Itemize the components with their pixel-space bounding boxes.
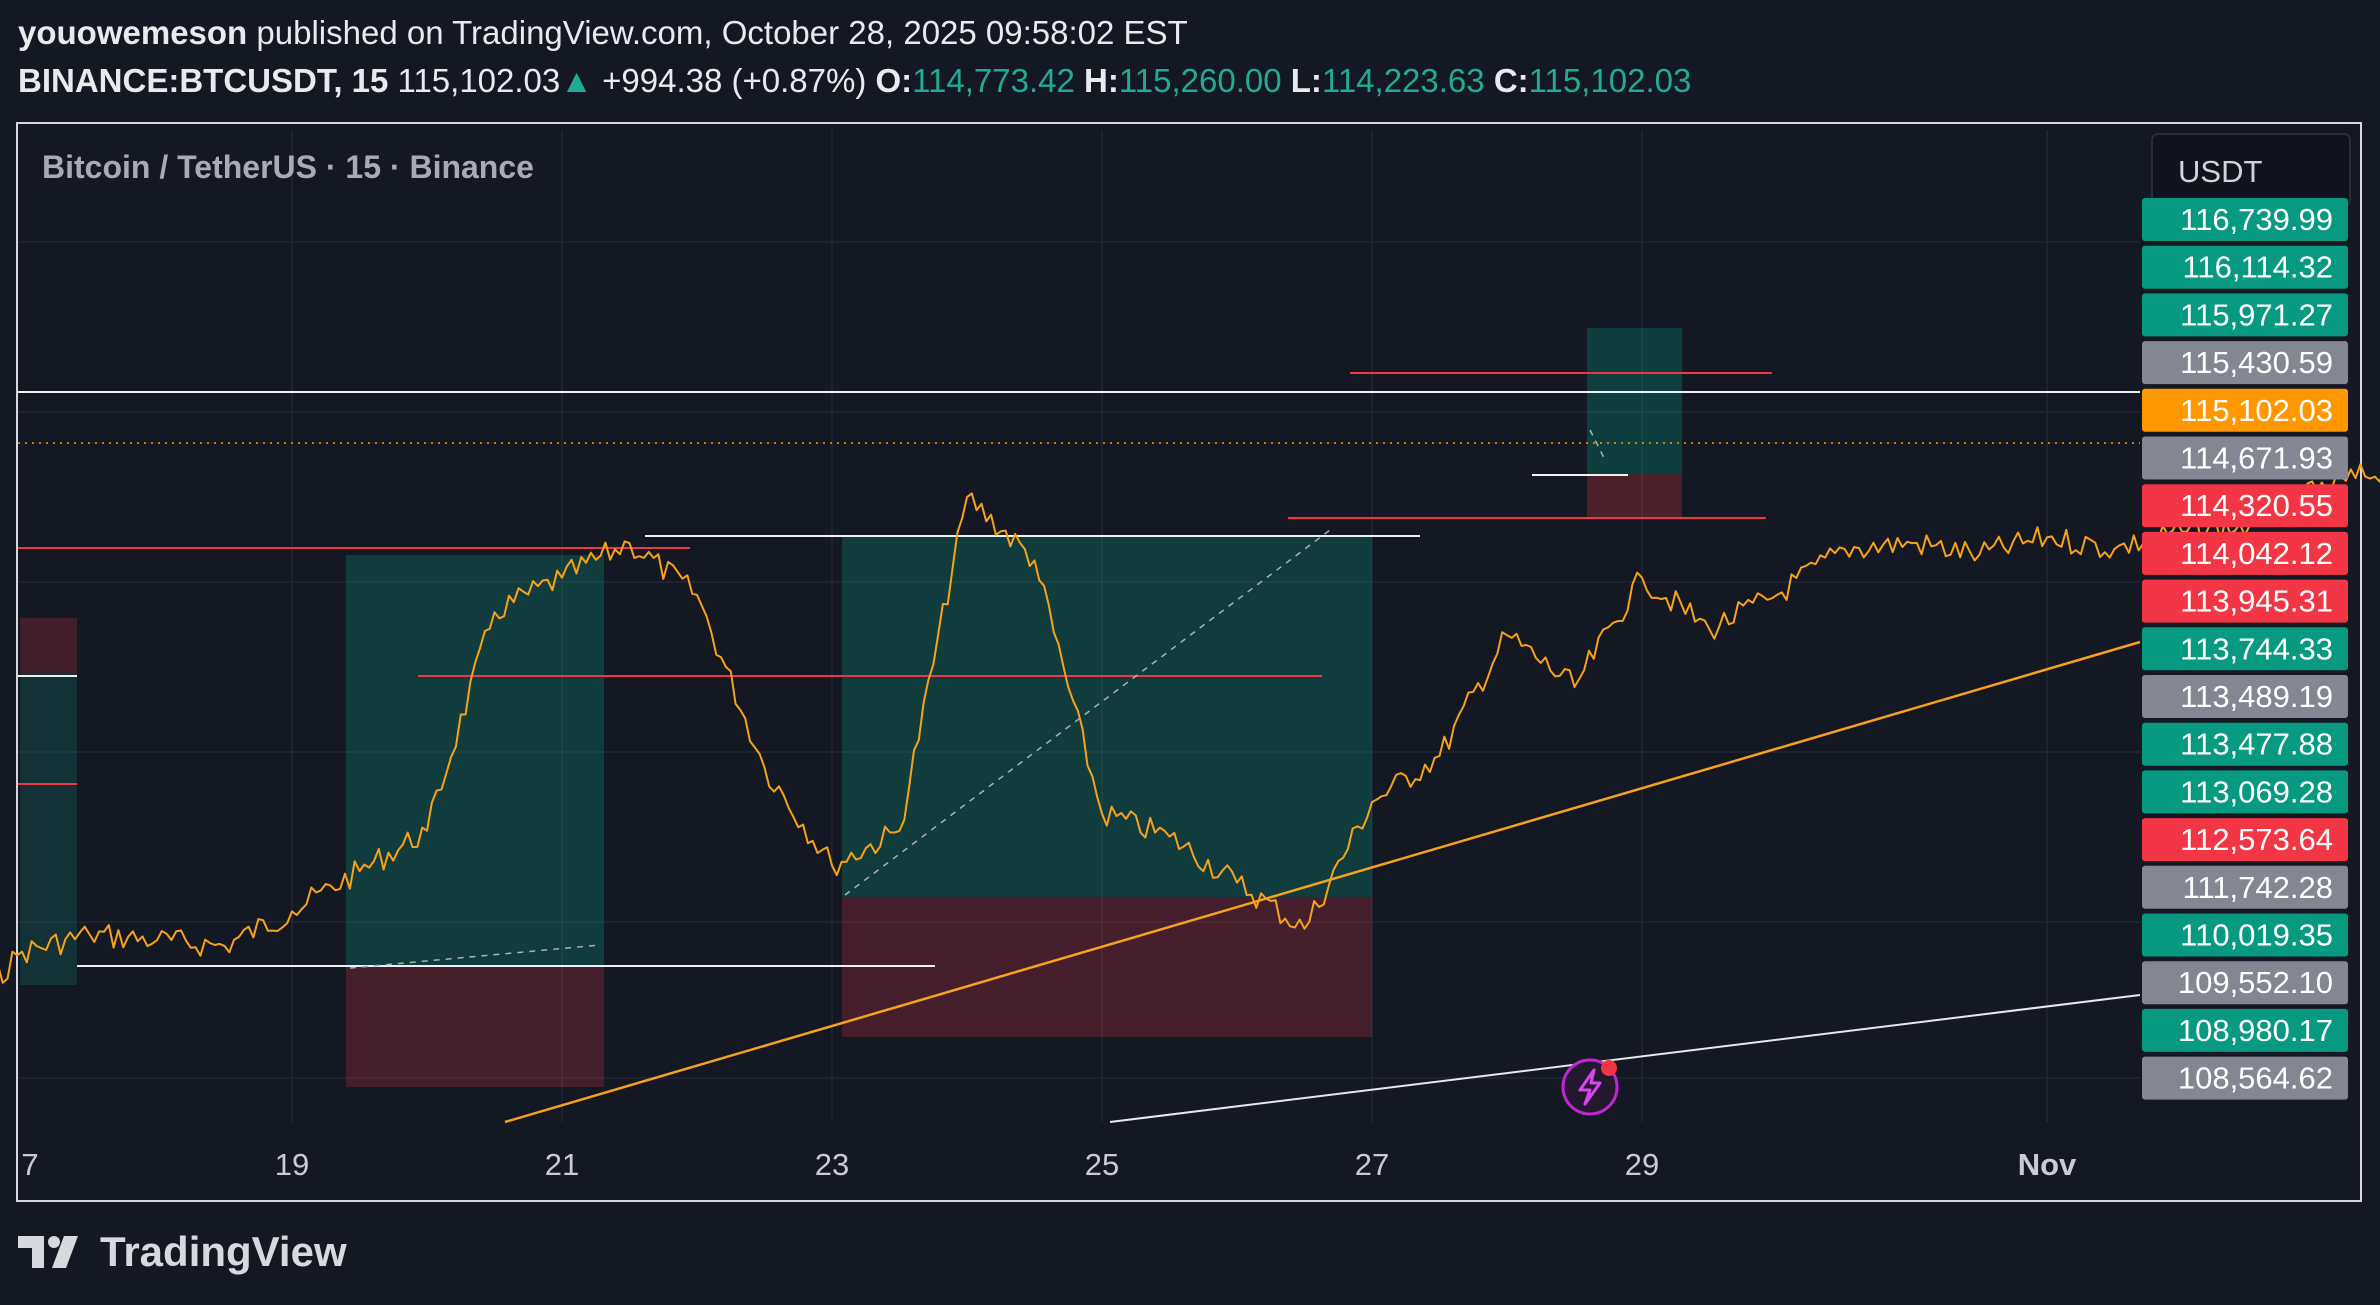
lightning-alert-icon[interactable] xyxy=(1561,1058,1619,1116)
price-axis-value: 112,573.64 xyxy=(2180,822,2333,857)
stop-zone-red-1[interactable] xyxy=(346,967,604,1087)
price-axis-value: 116,739.99 xyxy=(2180,202,2333,237)
price-axis-value: 108,564.62 xyxy=(2178,1061,2333,1096)
high-label: H: xyxy=(1084,62,1119,99)
price-axis-value: 109,552.10 xyxy=(2178,965,2333,1000)
high-value: 115,260.00 xyxy=(1118,62,1282,99)
price-axis-value: 113,477.88 xyxy=(2180,727,2333,762)
low-label: L: xyxy=(1290,62,1322,99)
price-axis-label: 113,489.19 xyxy=(2142,675,2348,718)
price-axis-label: 113,945.31 xyxy=(2142,579,2348,623)
up-arrow-icon: ▲ xyxy=(560,62,593,99)
price-axis[interactable]: 116,739.99 116,114.32 115,971.27 115,430.59… xyxy=(2142,198,2348,1100)
open-label: O: xyxy=(875,62,913,99)
price-axis-label: 114,320.55 xyxy=(2142,484,2348,528)
close-value: 115,102.03 xyxy=(1528,62,1692,99)
time-axis-tick: 29 xyxy=(1625,1147,1659,1182)
price-axis-value: 114,671.93 xyxy=(2180,441,2333,476)
price-series-line[interactable] xyxy=(0,326,2380,1021)
price-axis-label: 115,430.59 xyxy=(2142,341,2348,385)
price-axis-label: 116,114.32 xyxy=(2142,245,2348,289)
price-axis-value: 111,742.28 xyxy=(2182,870,2333,905)
time-axis-tick: 23 xyxy=(815,1147,849,1182)
long-zone-green-2[interactable] xyxy=(842,537,1372,897)
price-axis-label: 114,042.12 xyxy=(2142,531,2348,575)
publish-info: youowemeson published on TradingView.com… xyxy=(18,14,1188,52)
price-axis-label: 113,477.88 xyxy=(2142,722,2348,766)
open-value: 114,773.42 xyxy=(912,62,1075,99)
trendline-orange[interactable] xyxy=(504,640,2141,1124)
time-axis-tick: 7 xyxy=(21,1147,38,1182)
projection-dashed-2 xyxy=(844,529,1331,896)
footer: TradingView xyxy=(18,1228,347,1276)
symbol-name: BINANCE:BTCUSDT, 15 xyxy=(18,62,389,99)
price-axis-label: 115,971.27 xyxy=(2142,293,2348,337)
price-axis-label: 110,019.35 xyxy=(2142,913,2348,957)
symbol-info-bar: BINANCE:BTCUSDT, 15 115,102.03▲ +994.38 … xyxy=(18,62,1691,100)
price-axis-value: 115,102.03 xyxy=(2180,393,2333,428)
price-axis-label: 114,671.93 xyxy=(2142,436,2348,480)
price-axis-label: 113,069.28 xyxy=(2142,770,2348,814)
tradingview-logo-icon xyxy=(18,1236,78,1268)
price-axis-label: 108,980.17 xyxy=(2142,1008,2348,1052)
currency-button-label[interactable]: USDT xyxy=(2178,154,2262,189)
stop-zone-red-3[interactable] xyxy=(1587,473,1682,518)
chart-frame xyxy=(16,122,2362,1202)
time-axis-tick: Nov xyxy=(2018,1147,2077,1182)
author-name[interactable]: youowemeson xyxy=(18,14,248,51)
price-axis-label: 113,744.33 xyxy=(2142,627,2348,671)
projection-dashed-1 xyxy=(349,944,601,969)
time-axis-tick: 21 xyxy=(545,1147,579,1182)
price-axis-value: 108,980.17 xyxy=(2178,1013,2333,1048)
price-axis-value: 114,042.12 xyxy=(2180,536,2333,571)
drawings xyxy=(18,372,2141,1124)
price-axis-value: 114,320.55 xyxy=(2180,488,2333,523)
trendline-white[interactable] xyxy=(1109,994,2141,1123)
price-axis-value: 113,069.28 xyxy=(2180,774,2333,809)
price-axis-label: 108,564.62 xyxy=(2142,1056,2348,1100)
price-axis-label: 112,573.64 xyxy=(2142,818,2348,862)
price-axis-value: 113,945.31 xyxy=(2180,584,2333,619)
chart-pair-title: Bitcoin / TetherUS · 15 · Binance xyxy=(42,149,534,185)
price-axis-label: 111,742.28 xyxy=(2142,865,2348,909)
price-axis-label: 109,552.10 xyxy=(2142,961,2348,1005)
short-zone-red-left[interactable] xyxy=(20,618,77,673)
price-axis-label: 115,102.03 xyxy=(2142,388,2348,432)
price-change: +994.38 (+0.87%) xyxy=(602,62,867,99)
published-text: published on TradingView.com, October 28… xyxy=(247,14,1188,51)
price-axis-value: 115,430.59 xyxy=(2180,345,2333,380)
time-axis-tick: 27 xyxy=(1355,1147,1389,1182)
time-axis-tick: 19 xyxy=(275,1147,309,1182)
currency-button[interactable]: USDT xyxy=(2151,133,2351,207)
long-zone-green-3[interactable] xyxy=(1587,328,1682,473)
long-zone-green-1[interactable] xyxy=(346,555,604,967)
time-axis-tick: 25 xyxy=(1085,1147,1119,1182)
close-label: C: xyxy=(1493,62,1529,99)
price-axis-value: 113,489.19 xyxy=(2180,679,2333,714)
long-zone-green-left[interactable] xyxy=(20,673,77,985)
last-price: 115,102.03 xyxy=(397,62,561,99)
time-axis[interactable]: 7 19 21 23 25 27 29 Nov xyxy=(21,1147,2077,1182)
projection-dashed-3 xyxy=(1589,429,1606,461)
price-axis-value: 110,019.35 xyxy=(2180,918,2333,953)
position-zones xyxy=(20,328,1682,1087)
chart-grid xyxy=(18,130,2140,1122)
price-axis-label: 116,739.99 xyxy=(2142,198,2348,241)
price-axis-value: 115,971.27 xyxy=(2180,297,2333,332)
price-axis-value: 113,744.33 xyxy=(2180,631,2333,666)
footer-brand: TradingView xyxy=(100,1228,347,1275)
low-value: 114,223.63 xyxy=(1321,62,1485,99)
price-axis-value: 116,114.32 xyxy=(2182,250,2333,285)
